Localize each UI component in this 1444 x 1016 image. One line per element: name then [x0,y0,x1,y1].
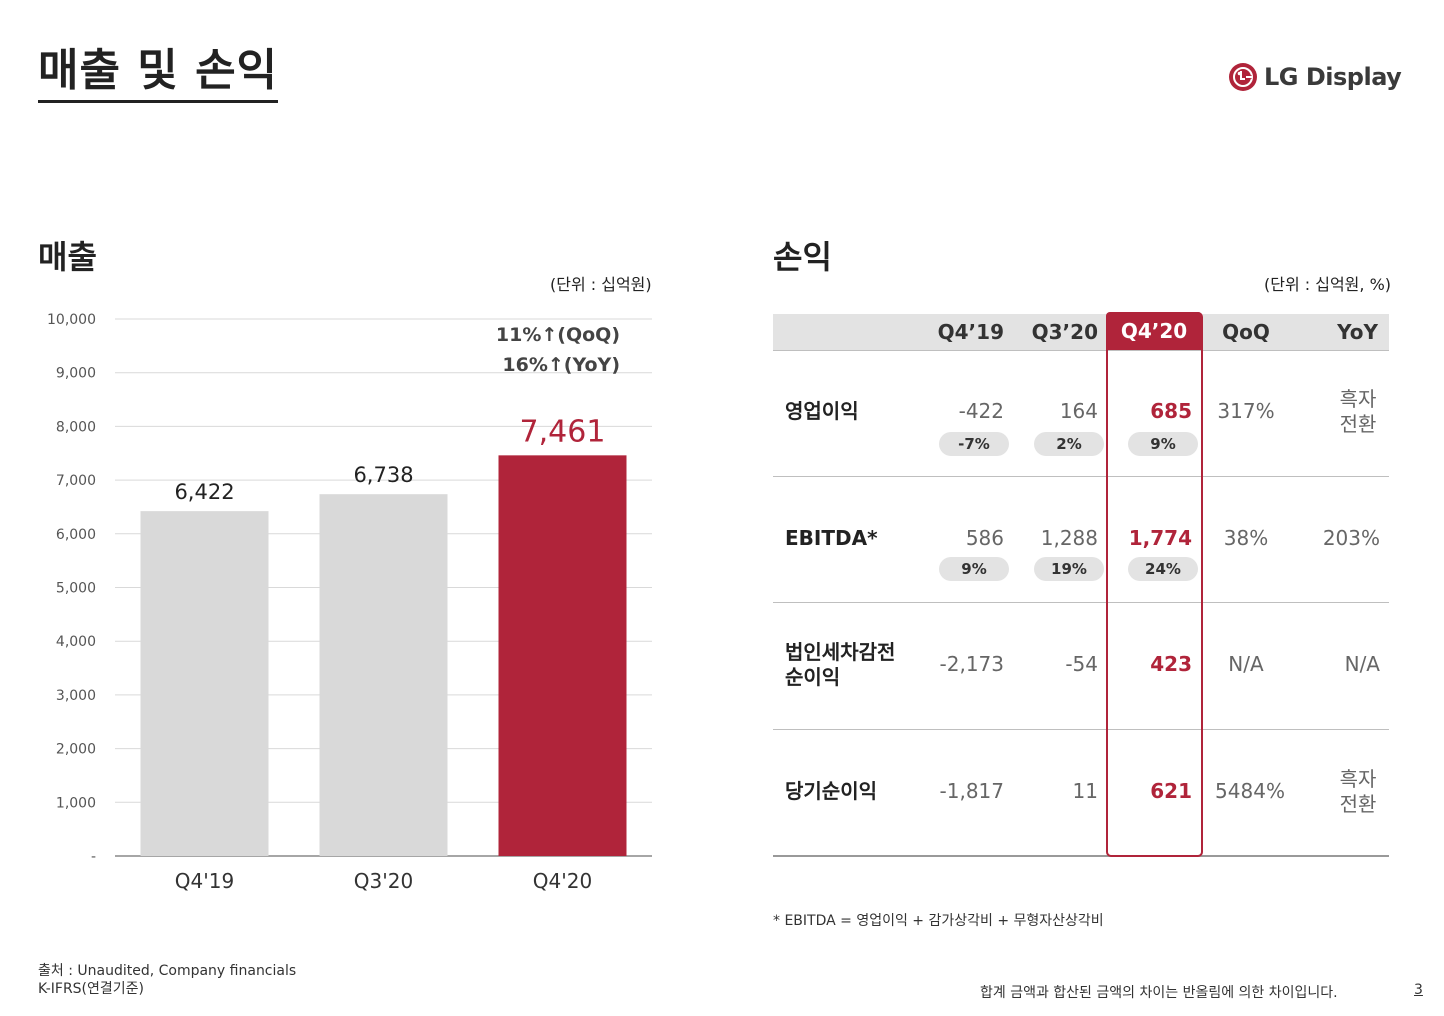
margin-pill: -7% [939,432,1009,456]
chart-value-labels: 6,422 6,738 7,461 [174,414,605,504]
ebitda-footnote: * EBITDA = 영업이익 + 감가상각비 + 무형자산상각비 [773,913,1104,929]
company-logo: LG Display [1228,62,1402,92]
yoy-line: 흑자 [1339,767,1377,791]
cell: -54 [1065,652,1098,676]
y-tick-label: 9,000 [56,366,96,382]
cell-highlight: 1,774 [1128,526,1192,550]
row-separator [773,729,1389,730]
q4-20-highlight-frame [1106,312,1203,857]
pl-title: 손익 [773,238,832,276]
y-tick-label: 5,000 [56,581,96,597]
y-tick-label: 4,000 [56,634,96,650]
margin-pill: 24% [1128,557,1198,581]
rounding-note: 합계 금액과 합산된 금액의 차이는 반올림에 의한 차이입니다. [980,985,1338,1001]
header-q4-19: Q4’19 [937,320,1004,344]
row-separator [773,602,1389,603]
page-title: 매출 및 손익 [38,44,279,103]
chart-bars [140,455,627,856]
bar-q320 [319,494,448,856]
cell-highlight: 423 [1150,652,1192,676]
yoy-line: 흑자 [1339,387,1377,411]
growth-yoy: 16%↑(YoY) [502,354,620,376]
row-label-operating-profit: 영업이익 [785,399,859,423]
row-label-line: 법인세차감전 [785,640,896,664]
cell-qoq: 5484% [1215,779,1285,803]
margin-pill: 9% [939,557,1009,581]
cell: 11 [1072,779,1098,803]
header-q4-20: Q4’20 [1106,312,1202,350]
cell-qoq: 317% [1217,399,1275,423]
bar-q419 [140,511,269,856]
table-bottom-border [773,855,1389,857]
chart-x-labels: Q4'19 Q3'20 Q4'20 [175,869,592,893]
y-tick-label: 10,000 [47,312,96,328]
bar-value-label: 6,738 [353,463,413,487]
pl-unit: (단위 : 십억원, %) [1264,275,1392,294]
bar-value-label: 7,461 [520,414,606,449]
bar-q420 [498,455,627,856]
x-tick-label: Q3'20 [354,869,413,893]
margin-pill: 2% [1034,432,1104,456]
x-tick-label: Q4'19 [175,869,234,893]
row-label-net-income: 당기순이익 [785,779,877,803]
revenue-unit: (단위 : 십억원) [550,275,652,294]
cell-yoy: 흑자 전환 [1318,387,1398,437]
cell: 164 [1059,399,1098,423]
header-q3-20: Q3’20 [1031,320,1098,344]
cell-qoq: 38% [1223,526,1269,550]
y-tick-label: 2,000 [56,742,96,758]
logo-text: LG Display [1264,63,1402,91]
y-tick-label: 8,000 [56,419,96,435]
row-label-line: 순이익 [785,665,841,689]
cell-yoy: 흑자 전환 [1318,767,1398,817]
bar-value-label: 6,422 [174,480,234,504]
yoy-line: 전환 [1339,792,1377,816]
source-line: K-IFRS(연결기준) [38,981,145,997]
table-header-row [773,314,1389,350]
y-tick-label: 7,000 [56,473,96,489]
cell-highlight: 685 [1150,399,1192,423]
margin-pill: 19% [1034,557,1104,581]
x-tick-label: Q4'20 [533,869,592,893]
source-note: 출처 : Unaudited, Company financials K-IFR… [38,962,296,998]
row-label-ebitda: EBITDA* [785,526,878,550]
cell-qoq: N/A [1228,652,1264,676]
y-tick-label: 1,000 [56,795,96,811]
row-separator [773,350,1389,351]
growth-qoq: 11%↑(QoQ) [496,324,620,346]
chart-y-ticks: - 1,000 2,000 3,000 4,000 5,000 6,000 7,000 8,00… [47,312,96,865]
margin-pill: 9% [1128,432,1198,456]
cell: -2,173 [939,652,1004,676]
revenue-title: 매출 [38,238,97,276]
cell: -422 [958,399,1004,423]
lg-logo-icon [1229,63,1257,91]
y-tick-label: - [91,849,96,865]
header-qoq: QoQ [1222,320,1270,344]
cell: 1,288 [1040,526,1098,550]
page-number: 3 [1414,982,1423,998]
row-label-pretax-income: 법인세차감전 순이익 [785,640,895,690]
yoy-line: 전환 [1339,412,1377,436]
cell: -1,817 [939,779,1004,803]
source-line: 출처 : Unaudited, Company financials [38,963,297,979]
cell: 586 [965,526,1004,550]
header-yoy: YoY [1337,320,1378,344]
y-tick-label: 6,000 [56,527,96,543]
cell-yoy: N/A [1344,652,1380,676]
cell-highlight: 621 [1150,779,1192,803]
y-tick-label: 3,000 [56,688,96,704]
row-separator [773,476,1389,477]
revenue-bar-chart: - 1,000 2,000 3,000 4,000 5,000 6,000 7,000 8,00… [47,312,652,893]
cell-yoy: 203% [1322,526,1380,550]
